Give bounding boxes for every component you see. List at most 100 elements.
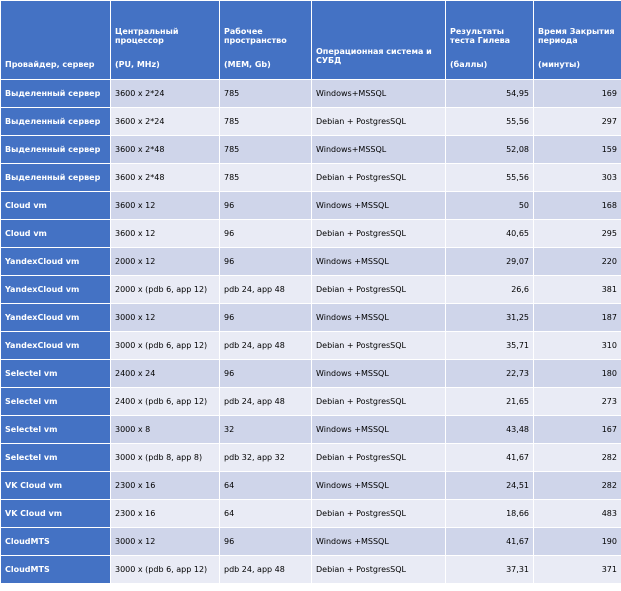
table-cell: 40,65 [445,219,534,248]
table-cell: VK Cloud vm [0,499,111,528]
header-cell: Результаты теста Гилева (баллы) [445,0,534,80]
table-cell: 43,48 [445,415,534,444]
table-cell: 3600 x 12 [110,219,220,248]
table-cell: YandexCloud vm [0,331,111,360]
table-cell: 303 [533,163,621,192]
table-row: CloudMTS 3000 x 12 96 Windows +MSSQL 41,67 19… [0,527,621,556]
table-row: VK Cloud vm 2300 x 16 64 Windows +MSSQL 24,5… [0,471,621,500]
table-cell: pdb 24, app 48 [219,275,312,304]
table-cell: 54,95 [445,79,534,108]
header-cell: Время Закрытия периода (минуты) [533,0,621,80]
table-cell: CloudMTS [0,555,111,584]
table-row: Выделенный сервер 3600 x 2*48 785 Windows+M… [0,135,621,164]
table-cell: 297 [533,107,621,136]
table-cell: Windows +MSSQL [311,191,446,220]
table-cell: Debian + PostgresSQL [311,443,446,472]
table-cell: Windows +MSSQL [311,303,446,332]
header-cell: Рабочее пространство (MEM, Gb) [219,0,312,80]
header-unit: (PU, MHz) [115,60,160,69]
header-unit: (минуты) [538,60,581,69]
header-cell: Центральный процессор (PU, MHz) [110,0,220,80]
table-cell: 2300 x 16 [110,499,220,528]
table-cell: 167 [533,415,621,444]
table-cell: Debian + PostgresSQL [311,107,446,136]
table-cell: 168 [533,191,621,220]
table-cell: 96 [219,303,312,332]
table-cell: 3000 x (pdb 6, app 12) [110,331,220,360]
table-cell: 159 [533,135,621,164]
table-cell: 220 [533,247,621,276]
table-cell: 32 [219,415,312,444]
table-cell: pdb 32, app 32 [219,443,312,472]
table-row: Selectel vm 2400 x 24 96 Windows +MSSQL 22,7… [0,359,621,388]
table-cell: 22,73 [445,359,534,388]
table-cell: 55,56 [445,163,534,192]
table-cell: 64 [219,471,312,500]
table-cell: 29,07 [445,247,534,276]
table-cell: 3600 x 2*24 [110,79,220,108]
table-cell: 18,66 [445,499,534,528]
table-cell: 3600 x 2*24 [110,107,220,136]
table-row: Cloud vm 3600 x 12 96 Windows +MSSQL 50 168 [0,191,621,220]
table-row: YandexCloud vm 3000 x 12 96 Windows +MSSQL 3… [0,303,621,332]
table-cell: 273 [533,387,621,416]
table-cell: 3000 x 12 [110,303,220,332]
table-cell: Selectel vm [0,443,111,472]
table-cell: 31,25 [445,303,534,332]
table-cell: 190 [533,527,621,556]
table-cell: pdb 24, app 48 [219,331,312,360]
header-cell: Операционная система и СУБД [311,0,446,80]
table-cell: Debian + PostgresSQL [311,387,446,416]
table-cell: Debian + PostgresSQL [311,275,446,304]
table-cell: Windows +MSSQL [311,527,446,556]
table-cell: 41,67 [445,527,534,556]
table-cell: 96 [219,247,312,276]
table-cell: VK Cloud vm [0,471,111,500]
header-title: Рабочее пространство [224,27,287,45]
table-cell: Debian + PostgresSQL [311,163,446,192]
table-cell: 50 [445,191,534,220]
table-cell: Selectel vm [0,415,111,444]
table-row: Selectel vm 2400 x (pdb 6, app 12) pdb 24,… [0,387,621,416]
table-row: YandexCloud vm 2000 x 12 96 Windows +MSSQL 2… [0,247,621,276]
table-row: Выделенный сервер 3600 x 2*48 785 Debian + … [0,163,621,192]
table-cell: 282 [533,443,621,472]
table-cell: 310 [533,331,621,360]
table-cell: 21,65 [445,387,534,416]
table-cell: 3000 x 12 [110,527,220,556]
table-cell: 2000 x (pdb 6, app 12) [110,275,220,304]
table-cell: 3000 x 8 [110,415,220,444]
table-cell: Debian + PostgresSQL [311,219,446,248]
table-cell: 2400 x (pdb 6, app 12) [110,387,220,416]
table-cell: YandexCloud vm [0,303,111,332]
table-row: VK Cloud vm 2300 x 16 64 Debian + PostgresS… [0,499,621,528]
header-cell: Провайдер, сервер [0,0,111,80]
table-cell: 52,08 [445,135,534,164]
table-cell: 785 [219,135,312,164]
table-cell: 381 [533,275,621,304]
table-row: Выделенный сервер 3600 x 2*24 785 Windows+M… [0,79,621,108]
table-cell: Selectel vm [0,359,111,388]
header-row: Провайдер, сервер Центральный процессор (P… [0,0,621,80]
table-cell: 282 [533,471,621,500]
table-cell: YandexCloud vm [0,247,111,276]
table-cell: 96 [219,527,312,556]
table-cell: 785 [219,107,312,136]
table-cell: Debian + PostgresSQL [311,499,446,528]
table-cell: 187 [533,303,621,332]
header-unit: (MEM, Gb) [224,60,271,69]
table-cell: Windows +MSSQL [311,247,446,276]
table-cell: 64 [219,499,312,528]
table-row: Selectel vm 3000 x 8 32 Windows +MSSQL 43,48… [0,415,621,444]
header-title: Центральный процессор [115,27,179,45]
table-cell: YandexCloud vm [0,275,111,304]
table-cell: 785 [219,163,312,192]
table-cell: 26,6 [445,275,534,304]
table-cell: CloudMTS [0,527,111,556]
table-cell: Selectel vm [0,387,111,416]
table-cell: 96 [219,219,312,248]
table-cell: Выделенный сервер [0,163,111,192]
table-cell: 3000 x (pdb 6, app 12) [110,555,220,584]
